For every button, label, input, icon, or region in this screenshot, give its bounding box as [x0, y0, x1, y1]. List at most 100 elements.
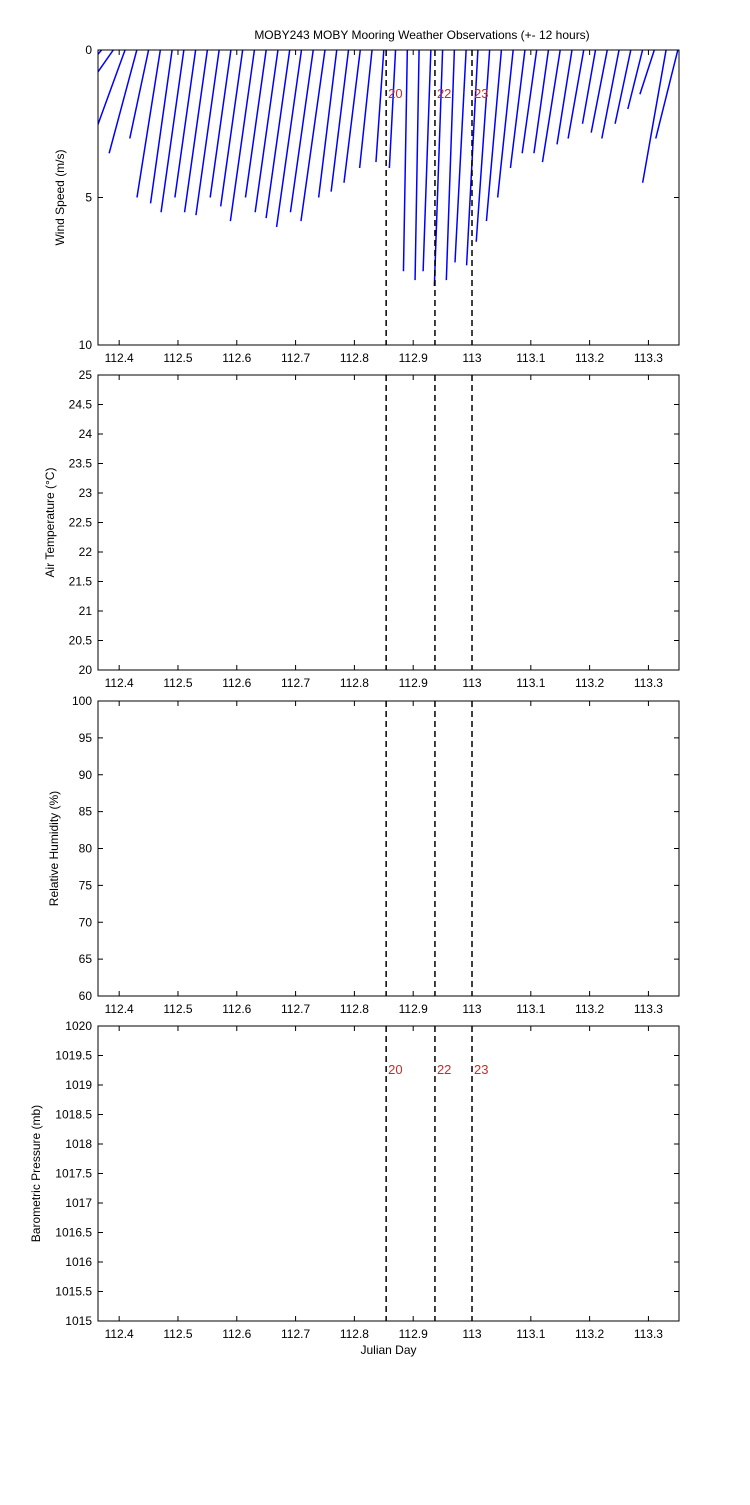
x-tick-label: 113.2 [575, 351, 604, 365]
axes-frame [97, 374, 680, 671]
x-tick-label: 113.1 [516, 1327, 545, 1341]
x-tick-label: 113.3 [634, 1002, 663, 1016]
y-tick-label: 100 [72, 694, 92, 708]
y-axis-label: Barometric Pressure (mb) [29, 1105, 43, 1242]
wind-stick [149, 50, 173, 204]
wind-stick [289, 50, 314, 213]
wind-stick [414, 50, 420, 281]
x-tick-label: 112.4 [105, 1002, 134, 1016]
y-tick-label: 1016 [65, 1255, 92, 1269]
wind-stick [317, 50, 338, 198]
wind-stick [556, 50, 573, 145]
x-tick-label: 112.6 [222, 1002, 251, 1016]
x-tick-label: 113 [462, 351, 481, 365]
wind-stick [195, 50, 220, 216]
wind-stick [601, 50, 620, 139]
y-tick-label: 1017 [65, 1196, 92, 1210]
x-tick-label: 112.8 [340, 1002, 369, 1016]
y-tick-label: 95 [79, 731, 93, 745]
y-tick-label: 1018 [65, 1137, 92, 1151]
y-tick-label: 1019.5 [55, 1049, 92, 1063]
x-tick-label: 113 [462, 1327, 481, 1341]
wind-stick [244, 50, 267, 198]
x-tick-label: 112.4 [105, 1327, 134, 1341]
x-tick-label: 112.5 [163, 1327, 192, 1341]
x-tick-label: 113.1 [516, 1002, 545, 1016]
wind-stick [174, 50, 197, 198]
wind-stick [581, 50, 597, 124]
y-tick-label: 24 [79, 427, 93, 441]
x-tick-label: 113.1 [516, 676, 545, 690]
wind-stick [330, 50, 350, 192]
x-tick-label: 113.3 [634, 676, 663, 690]
wind-stick [229, 50, 256, 222]
wind-stick [129, 50, 150, 139]
y-tick-label: 23.5 [69, 457, 93, 471]
wind-stick [567, 50, 585, 139]
y-tick-label: 1017.5 [55, 1167, 92, 1181]
y-tick-label: 1019 [65, 1078, 92, 1092]
wind-stick [590, 50, 608, 133]
wind-stick [209, 50, 232, 198]
event-label: 22 [437, 86, 451, 101]
x-tick-label: 113.3 [634, 351, 663, 365]
y-tick-label: 85 [79, 805, 93, 819]
wind-stick [343, 50, 362, 183]
x-tick-label: 112.9 [399, 351, 428, 365]
x-tick-label: 112.8 [340, 351, 369, 365]
wind-stick [183, 50, 209, 213]
wind-stick [639, 50, 656, 95]
x-tick-label: 113 [462, 1002, 481, 1016]
y-tick-label: 65 [79, 952, 93, 966]
y-tick-label: 22.5 [69, 516, 93, 530]
y-tick-label: 24.5 [69, 398, 93, 412]
y-tick-label: 21.5 [69, 575, 93, 589]
x-tick-label: 113.2 [575, 676, 604, 690]
y-tick-label: 0 [85, 43, 92, 57]
y-tick-label: 1020 [65, 1019, 92, 1033]
wind-stick [541, 50, 561, 163]
x-tick-label: 112.6 [222, 1327, 251, 1341]
y-tick-label: 22 [79, 545, 93, 559]
y-axis-label: Wind Speed (m/s) [53, 149, 67, 245]
wind-stick [160, 50, 185, 213]
y-tick-label: 5 [85, 191, 92, 205]
chart-title: MOBY243 MOBY Mooring Weather Observation… [254, 28, 589, 42]
wind-stick [465, 50, 479, 266]
wind-stick [254, 50, 279, 213]
y-tick-label: 60 [79, 989, 93, 1003]
x-tick-label: 112.5 [163, 676, 192, 690]
x-tick-label: 113.2 [575, 1327, 604, 1341]
y-tick-label: 20.5 [69, 634, 93, 648]
event-label: 22 [437, 1062, 451, 1077]
wind-stick [614, 50, 632, 124]
wind-stick [108, 50, 138, 154]
x-tick-label: 112.9 [399, 676, 428, 690]
wind-stick [265, 50, 291, 219]
wind-stick [496, 50, 514, 198]
y-tick-label: 1018.5 [55, 1108, 92, 1122]
event-label: 20 [388, 86, 402, 101]
y-tick-label: 25 [79, 368, 93, 382]
y-axis-label: Relative Humidity (%) [47, 791, 61, 906]
y-tick-label: 23 [79, 486, 93, 500]
x-tick-label: 112.6 [222, 676, 251, 690]
x-tick-label: 113.2 [575, 1002, 604, 1016]
x-tick-label: 112.5 [163, 1002, 192, 1016]
y-tick-label: 1016.5 [55, 1226, 92, 1240]
x-tick-label: 112.9 [399, 1327, 428, 1341]
wind-stick [485, 50, 503, 222]
y-tick-label: 80 [79, 842, 93, 856]
plot-area [98, 50, 679, 287]
x-tick-label: 112.7 [281, 676, 310, 690]
wind-stick [454, 50, 467, 263]
wind-stick [641, 50, 667, 183]
wind-stick [275, 50, 303, 228]
y-tick-label: 20 [79, 663, 93, 677]
x-tick-label: 113.3 [634, 1327, 663, 1341]
wind-stick [136, 50, 162, 198]
y-tick-label: 1015 [65, 1314, 92, 1328]
x-tick-label: 112.4 [105, 676, 134, 690]
y-tick-label: 90 [79, 768, 93, 782]
event-label: 23 [474, 1062, 488, 1077]
